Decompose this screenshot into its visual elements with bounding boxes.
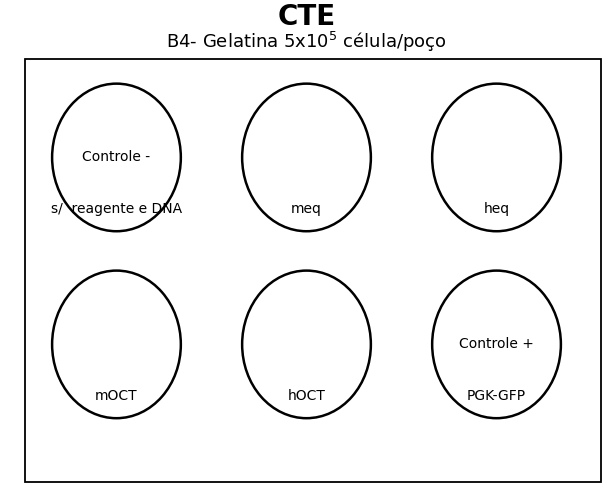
Text: hOCT: hOCT (287, 389, 326, 403)
Text: B4- Gelatina 5x10$^{5}$ célula/poço: B4- Gelatina 5x10$^{5}$ célula/poço (166, 30, 447, 54)
Text: CTE: CTE (278, 3, 335, 31)
Text: PGK-GFP: PGK-GFP (467, 389, 526, 403)
Text: heq: heq (484, 202, 509, 216)
Text: meq: meq (291, 202, 322, 216)
Text: mOCT: mOCT (95, 389, 138, 403)
Text: s/  reagente e DNA: s/ reagente e DNA (51, 202, 182, 216)
Bar (25, 59, 601, 482)
Text: Controle -: Controle - (82, 151, 151, 164)
Text: Controle +: Controle + (459, 338, 534, 351)
